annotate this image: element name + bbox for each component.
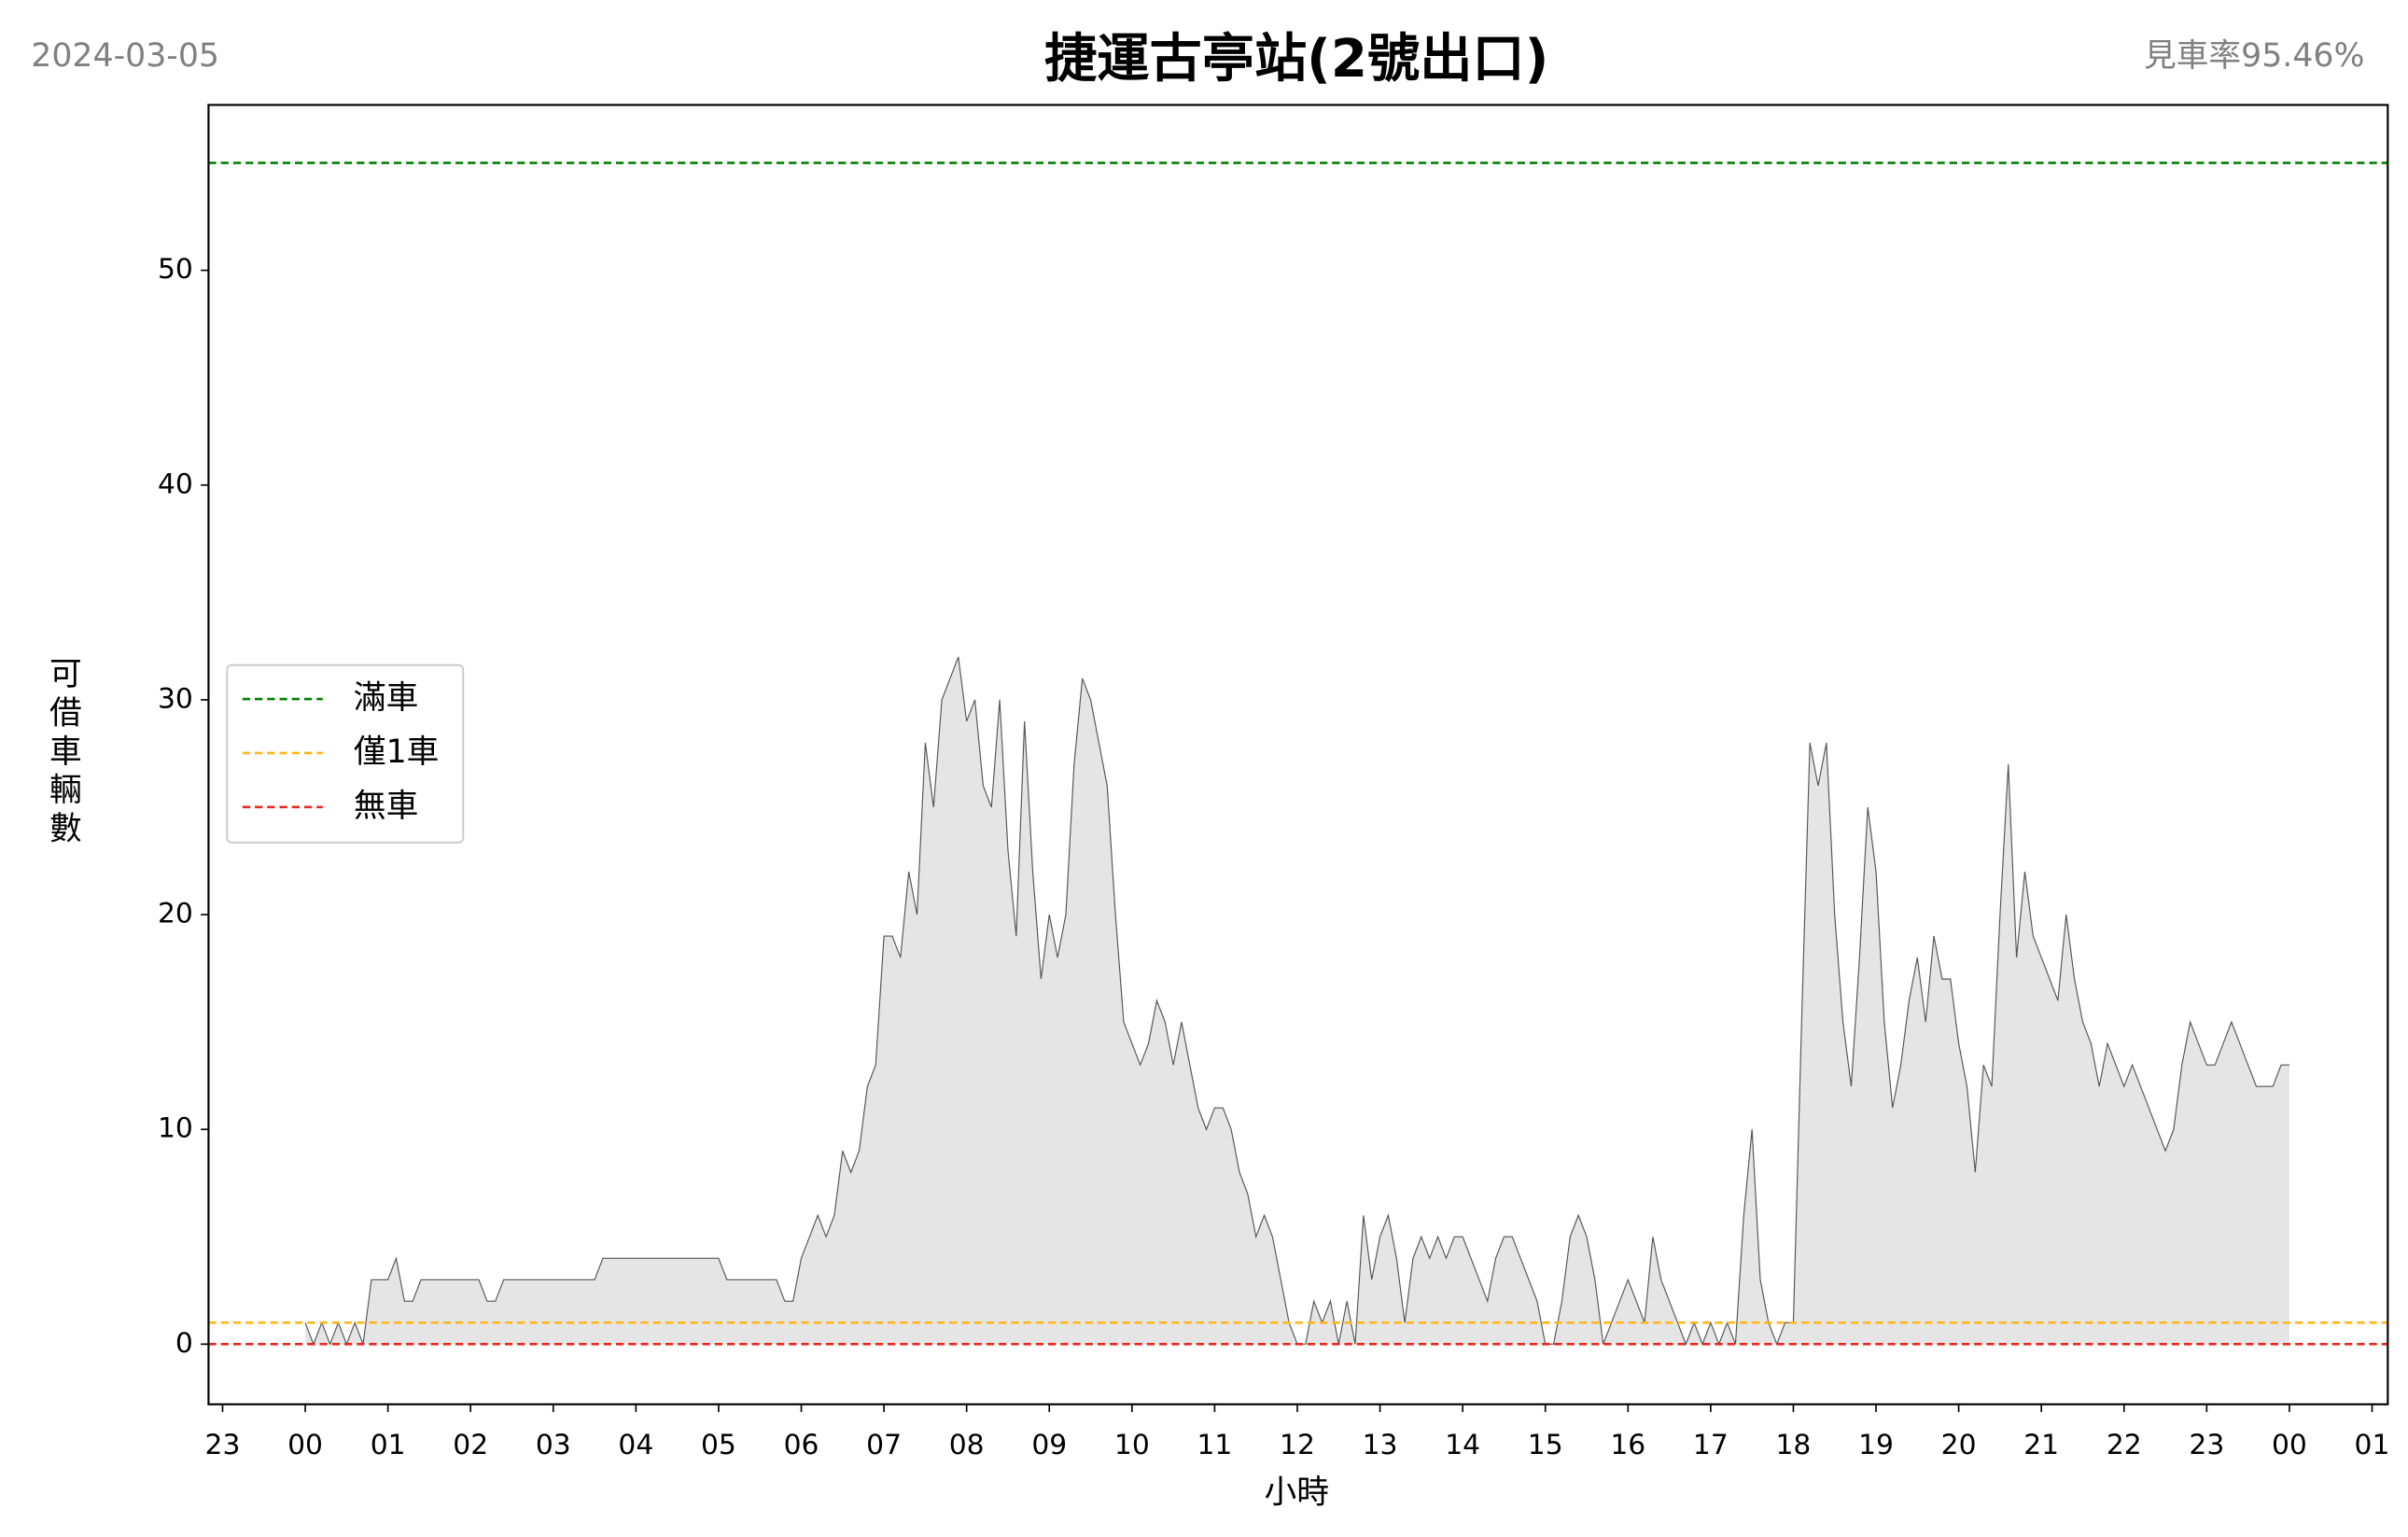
x-tick-label: 15 (1528, 1429, 1563, 1461)
y-tick-label: 50 (158, 253, 193, 286)
legend-box (226, 664, 465, 844)
x-tick-label: 03 (536, 1429, 571, 1461)
y-tick-label: 40 (158, 468, 193, 500)
date: 2024-03-05 (31, 37, 219, 75)
x-tick-label: 22 (2107, 1429, 2142, 1461)
x-tick-label: 10 (1114, 1429, 1150, 1461)
y-tick-label: 0 (175, 1327, 193, 1360)
x-tick-label: 19 (1858, 1429, 1894, 1461)
rate: 見車率95.46% (2144, 37, 2365, 75)
x-tick-label: 17 (1693, 1429, 1729, 1461)
x-tick-label: 16 (1610, 1429, 1645, 1461)
x-tick-label: 13 (1363, 1429, 1398, 1461)
x-tick-label: 21 (2023, 1429, 2059, 1461)
plot-frame (207, 104, 2389, 1405)
y-axis-label: 可借車輛數 (43, 657, 81, 850)
x-axis-label: 小時 (1264, 1474, 1328, 1512)
x-tick-label: 04 (618, 1429, 653, 1461)
x-tick-label: 23 (205, 1429, 241, 1461)
x-tick-label: 18 (1776, 1429, 1812, 1461)
x-tick-label: 07 (866, 1429, 902, 1461)
x-tick-label: 06 (784, 1429, 819, 1461)
legend-label: 無車 (354, 788, 418, 825)
x-tick-label: 00 (287, 1429, 323, 1461)
area-fill (305, 656, 2289, 1345)
x-tick-label: 05 (701, 1429, 736, 1461)
legend-label: 僅1車 (354, 734, 440, 771)
y-tick-label: 20 (158, 898, 193, 930)
x-tick-label: 01 (2355, 1429, 2390, 1461)
x-tick-label: 02 (453, 1429, 488, 1461)
x-tick-label: 01 (371, 1429, 406, 1461)
x-tick-label: 23 (2189, 1429, 2224, 1461)
x-tick-label: 12 (1280, 1429, 1315, 1461)
y-tick-label: 10 (158, 1112, 193, 1145)
x-tick-label: 00 (2272, 1429, 2307, 1461)
x-tick-label: 08 (949, 1429, 985, 1461)
y-tick-label: 30 (158, 682, 193, 715)
legend-label: 滿車 (354, 679, 418, 717)
x-tick-label: 09 (1031, 1429, 1067, 1461)
x-tick-label: 11 (1197, 1429, 1232, 1461)
x-tick-label: 20 (1941, 1429, 1977, 1461)
x-tick-label: 14 (1445, 1429, 1480, 1461)
chart-title: 捷運古亭站(2號出口) (1044, 29, 1548, 90)
